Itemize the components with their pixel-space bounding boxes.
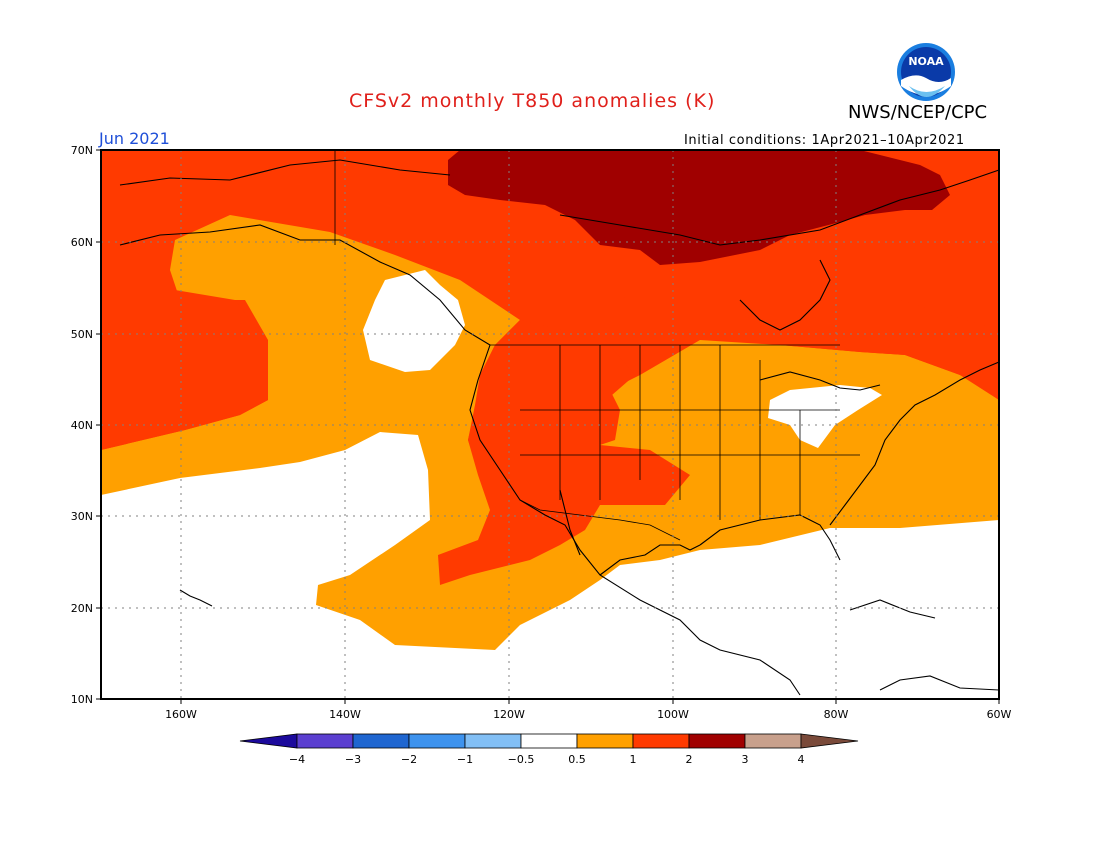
colorbar-label: 2	[686, 753, 693, 766]
colorbar-label: −1	[457, 753, 473, 766]
logo-text: NOAA	[908, 55, 944, 68]
colorbar-bin	[296, 733, 354, 749]
colorbar-label: −0.5	[508, 753, 535, 766]
lon-label: 160W	[165, 708, 197, 721]
lat-label: 50N	[71, 328, 93, 341]
colorbar-label: 1	[630, 753, 637, 766]
colorbar-label: −2	[401, 753, 417, 766]
colorbar-label: 3	[742, 753, 749, 766]
map-title: CFSv2 monthly T850 anomalies (K)	[349, 90, 716, 112]
colorbar-label: 4	[798, 753, 805, 766]
colorbar-bin	[520, 733, 578, 749]
political-borders	[334, 150, 860, 541]
lat-label: 60N	[71, 236, 93, 249]
colorbar-bin	[576, 733, 634, 749]
initial-conditions: Initial conditions: 1Apr2021–10Apr2021	[684, 133, 965, 148]
anomaly-region-1-2k-northeast	[520, 290, 999, 400]
lat-label: 70N	[71, 144, 93, 157]
lon-label: 140W	[329, 708, 361, 721]
colorbar: −4 −3 −2 −1 −0.5 0.5 1 2 3 4	[239, 733, 859, 766]
anomaly-region-neutral-subtropics	[101, 432, 999, 699]
lat-label: 40N	[71, 419, 93, 432]
lon-label: 60W	[987, 708, 1012, 721]
lat-label: 10N	[71, 693, 93, 706]
latitude-labels: 70N 60N 50N 40N 30N 20N 10N	[71, 144, 93, 706]
anomaly-region-1-2k-pacific	[101, 290, 268, 450]
anomaly-region-2-3k	[448, 150, 950, 265]
anomaly-region-neutral-gulf-alaska	[363, 270, 465, 372]
colorbar-label: −3	[345, 753, 361, 766]
colorbar-bin	[408, 733, 466, 749]
colorbar-bin	[632, 733, 690, 749]
agency-label: NWS/NCEP/CPC	[848, 102, 988, 123]
colorbar-bin	[744, 733, 802, 749]
colorbar-label: −4	[289, 753, 305, 766]
colorbar-label: 0.5	[568, 753, 586, 766]
anomaly-region-neutral-great-lakes	[768, 385, 882, 448]
lon-label: 100W	[657, 708, 689, 721]
colorbar-arrow-low	[239, 733, 298, 749]
colorbar-bin	[352, 733, 410, 749]
lat-label: 30N	[71, 510, 93, 523]
longitude-labels: 160W 140W 120W 100W 80W 60W	[165, 708, 1011, 721]
lon-label: 80W	[824, 708, 849, 721]
colorbar-bin	[464, 733, 522, 749]
lat-label: 20N	[71, 602, 93, 615]
anomaly-region-1-2k-west	[438, 320, 690, 585]
coastlines	[119, 159, 1000, 696]
axis-ticks	[96, 149, 1000, 704]
forecast-month: Jun 2021	[99, 129, 170, 148]
lon-label: 120W	[493, 708, 525, 721]
colorbar-bin	[688, 733, 746, 749]
noaa-logo-icon: NOAA	[897, 43, 955, 101]
graticule	[101, 150, 999, 699]
colorbar-arrow-high	[800, 733, 859, 749]
